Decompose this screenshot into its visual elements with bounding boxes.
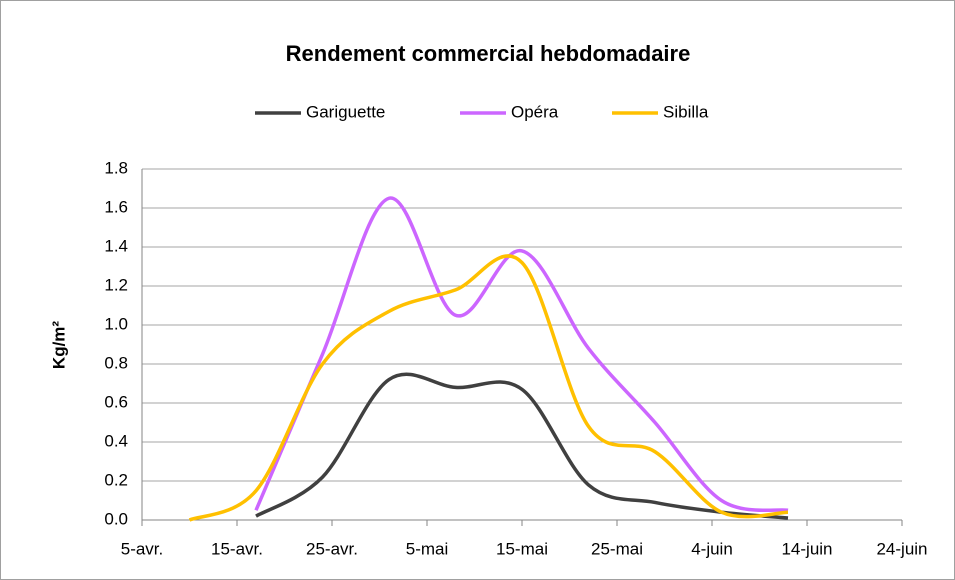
y-tick-label: 1.0	[104, 314, 128, 333]
x-tick-label: 15-avr.	[211, 539, 263, 558]
y-tick-label: 1.6	[104, 197, 128, 216]
x-tick-label: 15-mai	[496, 539, 548, 558]
series-line	[254, 196, 789, 513]
x-tick-label: 25-mai	[591, 539, 643, 558]
x-tick-label: 24-juin	[876, 539, 927, 558]
x-tick-label: 14-juin	[781, 539, 832, 558]
y-tick-label: 0.4	[104, 431, 128, 450]
y-tick-label: 0.0	[104, 509, 128, 528]
legend-label: Opéra	[511, 102, 559, 121]
y-tick-label: 1.2	[104, 275, 128, 294]
x-tick-label: 5-mai	[406, 539, 449, 558]
y-tick-label: 1.8	[104, 158, 128, 177]
y-tick-label: 0.6	[104, 392, 128, 411]
x-tick-label: 5-avr.	[121, 539, 164, 558]
legend-label: Sibilla	[663, 102, 709, 121]
y-tick-label: 0.8	[104, 353, 128, 372]
y-tick-label: 0.2	[104, 470, 128, 489]
chart-title: Rendement commercial hebdomadaire	[286, 41, 691, 66]
legend-label: Gariguette	[306, 102, 385, 121]
y-axis-label: Kg/m²	[49, 321, 68, 370]
series-line	[188, 254, 789, 522]
x-tick-label: 25-avr.	[306, 539, 358, 558]
series-line	[255, 372, 789, 520]
x-tick-label: 4-juin	[691, 539, 733, 558]
y-tick-label: 1.4	[104, 236, 128, 255]
